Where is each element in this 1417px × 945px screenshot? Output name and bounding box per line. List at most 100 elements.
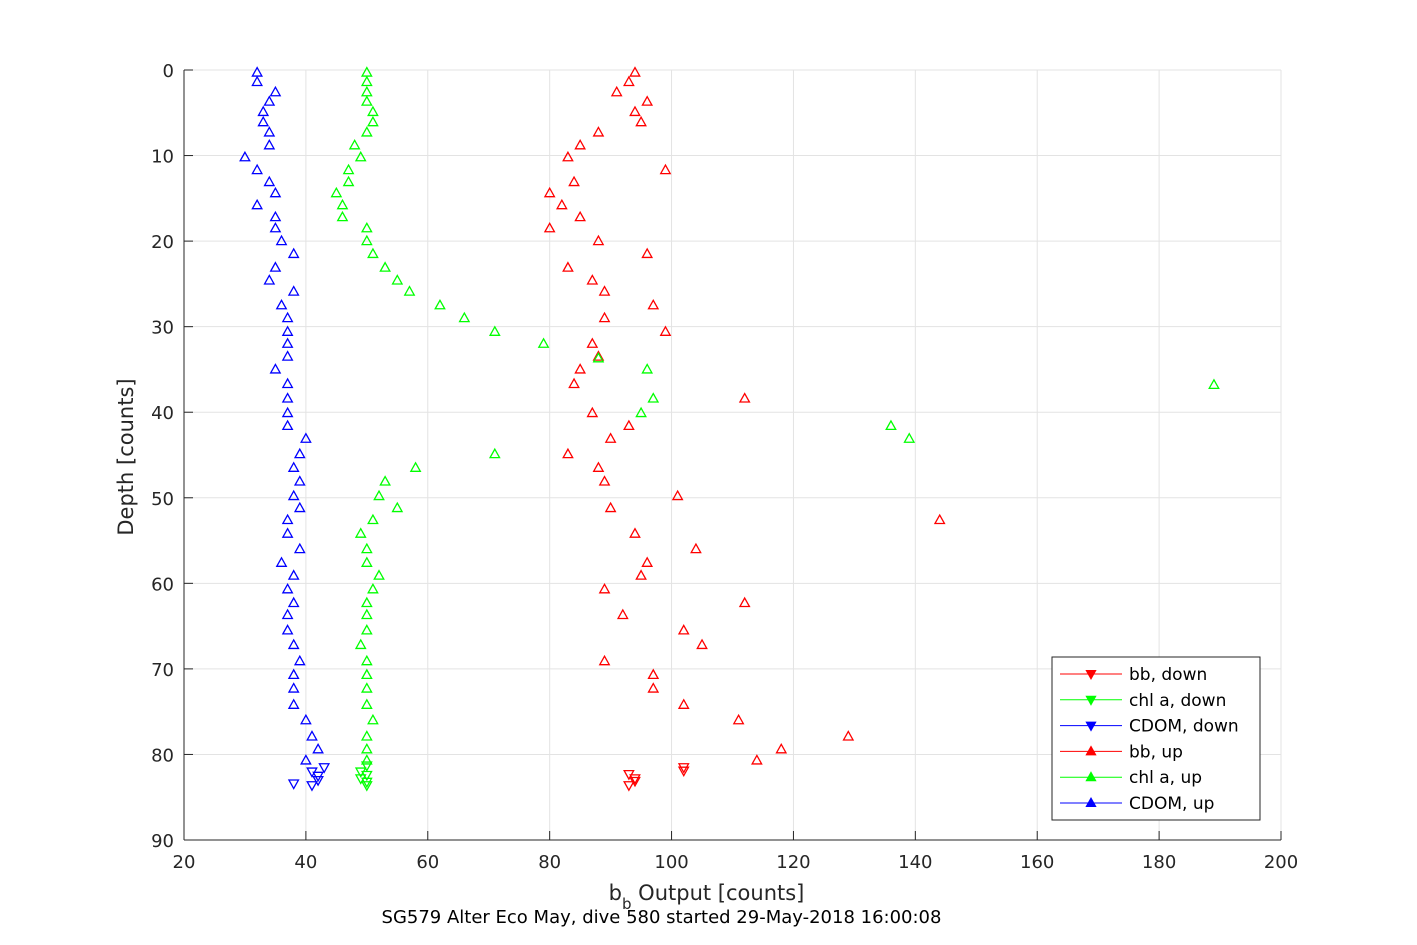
data-point bbox=[641, 247, 654, 259]
data-point bbox=[312, 742, 324, 754]
data-point bbox=[677, 766, 690, 778]
y-tick-label: 90 bbox=[151, 831, 174, 852]
x-tick-label: 100 bbox=[654, 852, 688, 873]
data-point bbox=[360, 75, 373, 87]
data-point bbox=[367, 582, 379, 594]
data-point bbox=[348, 138, 361, 150]
data-point bbox=[269, 85, 282, 97]
data-point bbox=[592, 350, 605, 361]
data-point bbox=[263, 138, 276, 150]
series-chl-a-down bbox=[354, 761, 373, 792]
figure-caption: SG579 Alter Eco May, dive 580 started 29… bbox=[382, 907, 942, 928]
data-point bbox=[647, 682, 660, 693]
data-point bbox=[360, 682, 373, 693]
data-point bbox=[598, 654, 611, 666]
x-tick-label: 200 bbox=[1264, 852, 1298, 873]
y-tick-labels: 0 10 20 30 40 50 60 70 80 90 bbox=[151, 61, 174, 852]
data-point bbox=[659, 325, 672, 336]
data-point bbox=[562, 150, 574, 162]
data-point bbox=[641, 363, 654, 374]
data-point bbox=[293, 447, 306, 459]
data-point bbox=[287, 461, 300, 472]
data-point bbox=[360, 698, 373, 709]
data-point bbox=[568, 377, 580, 389]
data-point bbox=[360, 624, 373, 635]
data-point bbox=[263, 95, 276, 106]
data-point bbox=[239, 150, 251, 162]
data-point bbox=[300, 432, 312, 443]
data-point bbox=[269, 363, 282, 374]
data-point bbox=[360, 742, 373, 754]
data-point bbox=[360, 761, 373, 772]
data-point bbox=[574, 363, 586, 374]
data-point bbox=[300, 713, 312, 725]
data-point bbox=[287, 682, 300, 693]
legend-marker bbox=[1085, 796, 1097, 807]
data-point bbox=[647, 298, 660, 310]
data-point bbox=[738, 392, 751, 403]
legend-label: CDOM, down bbox=[1129, 717, 1239, 737]
data-point bbox=[677, 763, 690, 774]
gridlines bbox=[183, 69, 1282, 841]
data-point bbox=[257, 105, 270, 117]
data-point bbox=[287, 698, 300, 709]
data-point bbox=[604, 501, 617, 513]
data-point bbox=[269, 221, 282, 233]
data-point bbox=[360, 95, 373, 106]
data-point bbox=[360, 781, 373, 792]
data-point bbox=[775, 742, 788, 754]
data-point bbox=[275, 298, 288, 310]
data-markers bbox=[239, 66, 1220, 792]
data-point bbox=[562, 447, 574, 459]
data-point bbox=[281, 624, 294, 635]
axes-frame bbox=[183, 69, 1282, 841]
data-point bbox=[629, 105, 641, 117]
data-point bbox=[269, 210, 282, 222]
data-point bbox=[586, 274, 599, 285]
data-point bbox=[269, 186, 282, 198]
data-point bbox=[592, 234, 605, 246]
data-point bbox=[287, 247, 300, 259]
data-point bbox=[568, 175, 580, 187]
data-point bbox=[623, 781, 635, 792]
series-bb-up bbox=[543, 66, 946, 765]
data-point bbox=[537, 337, 550, 348]
data-point bbox=[281, 419, 294, 431]
data-point bbox=[281, 582, 294, 594]
legend-marker bbox=[1085, 771, 1097, 782]
x-axis-label-main: b bbox=[609, 881, 622, 905]
data-point bbox=[751, 754, 763, 765]
data-point bbox=[318, 763, 331, 774]
legend-label: chl a, down bbox=[1129, 691, 1226, 711]
data-point bbox=[287, 569, 300, 580]
data-point bbox=[257, 115, 270, 127]
x-tick-labels: 20 40 60 80 100 120 140 160 180 200 bbox=[173, 852, 1299, 873]
data-point bbox=[647, 668, 660, 680]
data-point bbox=[354, 638, 367, 650]
data-point bbox=[281, 406, 294, 418]
data-point bbox=[330, 186, 343, 198]
legend: bb, down chl a, down CDOM, down bb, up chl a… bbox=[1051, 656, 1261, 821]
y-tick-label: 70 bbox=[151, 660, 174, 681]
legend-item: bb, up bbox=[1060, 742, 1183, 762]
data-point bbox=[360, 654, 373, 666]
data-point bbox=[360, 596, 373, 608]
data-point bbox=[598, 582, 611, 594]
data-point bbox=[263, 126, 276, 137]
data-point bbox=[312, 775, 324, 787]
data-point bbox=[251, 163, 263, 175]
data-point bbox=[281, 527, 294, 538]
data-point bbox=[403, 285, 416, 296]
data-point bbox=[677, 698, 690, 709]
data-point bbox=[281, 325, 294, 336]
y-tick-label: 50 bbox=[151, 489, 174, 510]
y-tick-label: 0 bbox=[163, 61, 174, 82]
data-point bbox=[738, 596, 751, 608]
data-point bbox=[635, 115, 647, 127]
data-point bbox=[458, 311, 471, 323]
data-point bbox=[885, 419, 897, 431]
data-point bbox=[732, 713, 745, 725]
data-point bbox=[360, 754, 373, 765]
data-point bbox=[360, 608, 373, 620]
